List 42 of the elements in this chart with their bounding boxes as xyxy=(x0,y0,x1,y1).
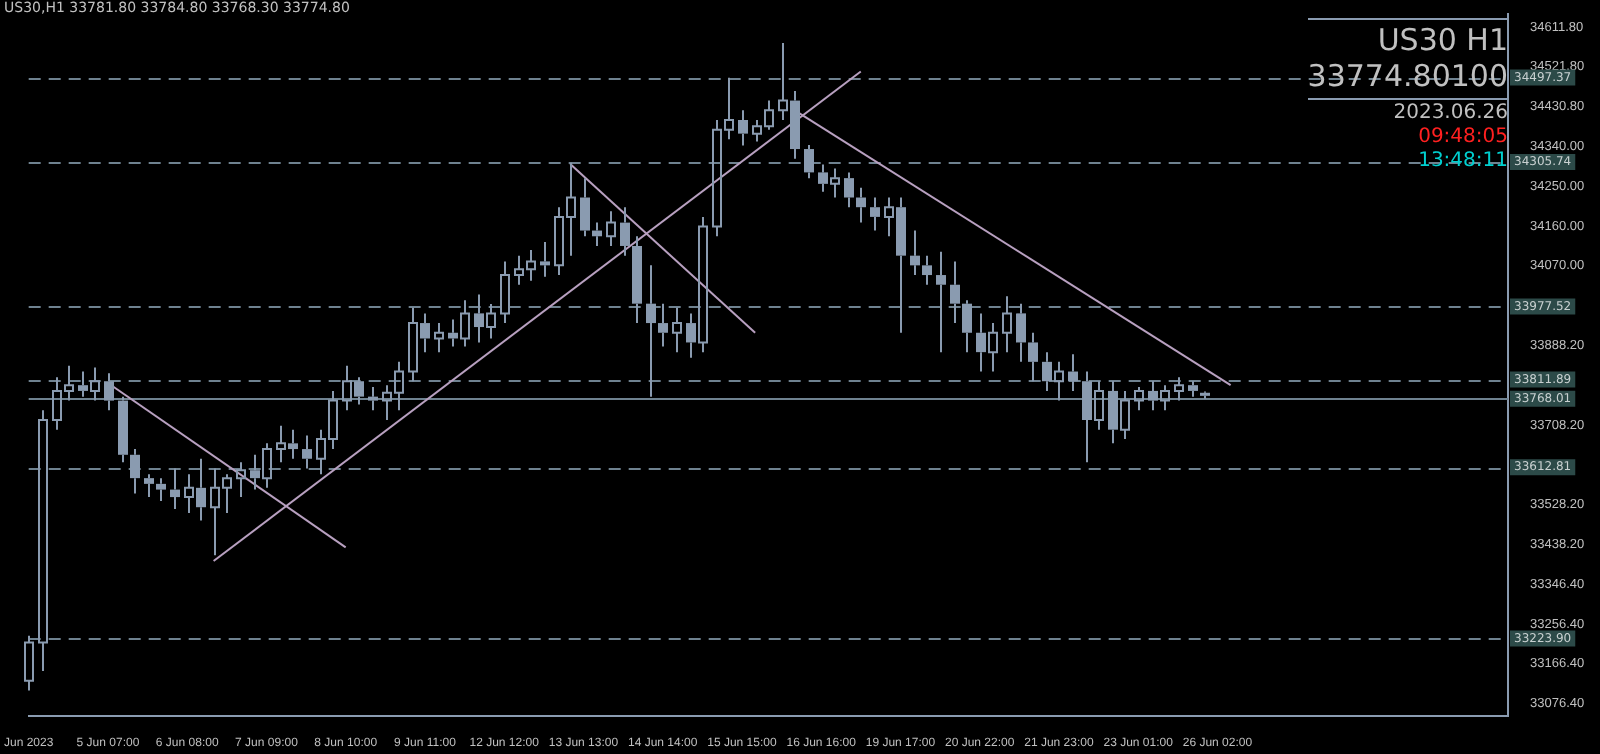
candlestick xyxy=(1016,302,1026,363)
annotation: 33774.80100 xyxy=(1307,58,1508,100)
candlestick xyxy=(646,264,656,398)
candlestick xyxy=(1028,331,1038,383)
candlestick xyxy=(922,254,932,286)
candlestick xyxy=(738,109,748,147)
candlestick xyxy=(804,144,814,180)
candlestick xyxy=(1188,380,1198,398)
candlestick xyxy=(236,461,246,499)
candlestick xyxy=(1200,392,1210,400)
candlestick xyxy=(130,448,140,495)
candlestick xyxy=(1002,295,1012,354)
candlestick xyxy=(672,306,682,354)
candlestick xyxy=(434,322,444,354)
candlestick xyxy=(870,196,880,232)
annotation: 2023.06.26 xyxy=(1391,102,1508,124)
candlestick xyxy=(104,372,114,412)
candlestick xyxy=(118,395,128,464)
annotation: 09:48:05 xyxy=(1416,126,1508,148)
candlestick xyxy=(580,177,590,238)
candlestick xyxy=(632,235,642,325)
candlestick xyxy=(500,260,510,325)
candlestick xyxy=(368,385,378,412)
candlestick xyxy=(170,467,180,510)
candlestick xyxy=(302,434,312,470)
candlestick xyxy=(910,229,920,277)
candlestick xyxy=(658,302,668,348)
candlestick xyxy=(962,299,972,354)
annotation: US30 H1 xyxy=(1307,18,1508,58)
candlestick xyxy=(156,477,166,503)
candlestick xyxy=(606,210,616,247)
candlestick xyxy=(936,250,946,354)
candlestick xyxy=(144,473,154,499)
candlestick xyxy=(38,409,48,673)
candlestick xyxy=(1068,353,1078,392)
candlestick xyxy=(950,260,960,325)
candlestick xyxy=(1174,376,1184,402)
candlestick xyxy=(620,206,630,257)
candlestick xyxy=(844,171,854,209)
candlestick xyxy=(540,241,550,278)
candlestick xyxy=(856,186,866,224)
annotation: 13:48:11 xyxy=(1416,150,1508,172)
